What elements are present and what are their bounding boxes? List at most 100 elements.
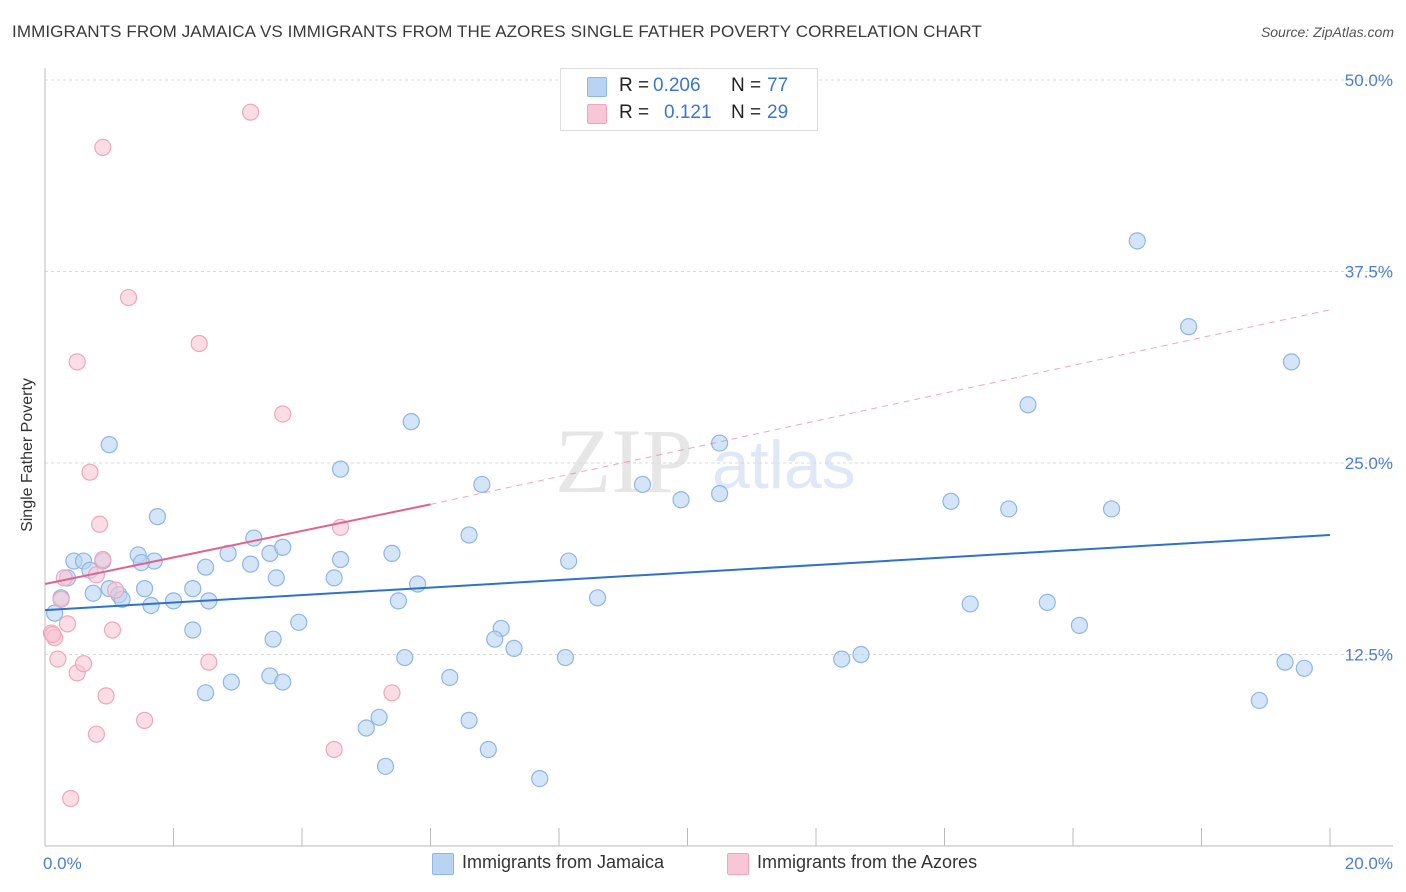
jamaica-point — [242, 555, 260, 573]
legend-r-label: R = — [619, 75, 650, 96]
jamaica-point — [1038, 593, 1056, 612]
legend-label-azores: Immigrants from the Azores — [757, 852, 978, 872]
jamaica-point — [1282, 353, 1301, 371]
jamaica-point — [197, 684, 215, 702]
jamaica-point — [331, 460, 350, 478]
axes — [44, 68, 1393, 847]
legend-n-label: N = — [731, 102, 762, 123]
jamaica-point — [184, 621, 202, 639]
legend-r-value: 0.121 — [664, 102, 712, 123]
jamaica-point — [441, 668, 459, 687]
x-tick-label: 20.0% — [1345, 854, 1393, 873]
jamaica-point — [560, 552, 578, 570]
jamaica-point — [672, 491, 690, 509]
jamaica-point — [1295, 659, 1313, 677]
legend-n-value: 29 — [767, 102, 789, 123]
jamaica-point — [531, 769, 549, 788]
azores-trend-line — [44, 503, 431, 586]
trend-lines — [44, 309, 1331, 612]
legend-n-label: N = — [731, 75, 762, 96]
jamaica-point — [164, 592, 183, 610]
correlation-legend: R = 0.206 N = 77 R = 0.121 N = 29 — [560, 68, 818, 131]
legend-n-value: 77 — [767, 75, 789, 96]
jamaica-point — [1102, 500, 1121, 518]
jamaica-point — [556, 648, 575, 667]
azores-point — [68, 353, 86, 371]
source-credit: Source: ZipAtlas.com — [1260, 24, 1394, 40]
jamaica-point — [402, 413, 420, 431]
jamaica-point — [588, 589, 607, 607]
azores-point — [119, 288, 138, 307]
watermark-zip: ZIP — [555, 410, 693, 512]
azores-point — [274, 405, 292, 423]
jamaica-point — [1180, 318, 1198, 336]
jamaica-point — [1000, 500, 1018, 518]
jamaica-point — [148, 508, 167, 526]
jamaica-point — [245, 529, 263, 547]
jamaica-point — [370, 708, 388, 726]
jamaica-point — [852, 645, 870, 664]
jamaica-point — [1070, 616, 1089, 634]
azores-point — [74, 655, 93, 673]
jamaica-point — [383, 544, 401, 562]
jamaica-point — [222, 673, 240, 691]
legend-label-jamaica: Immigrants from Jamaica — [462, 852, 665, 872]
jamaica-point — [396, 648, 414, 667]
jamaica-point — [197, 558, 215, 576]
jamaica-point — [184, 580, 202, 598]
jamaica-point — [460, 711, 478, 729]
jamaica-point — [264, 630, 282, 648]
y-tick-label: 50.0% — [1345, 71, 1393, 90]
y-tick-label: 37.5% — [1345, 263, 1393, 282]
azores-point — [91, 515, 109, 533]
azores-point — [242, 103, 260, 121]
azores-point — [135, 711, 154, 729]
azores-point — [190, 334, 208, 353]
jamaica-point — [1019, 396, 1037, 414]
azores-point — [62, 789, 80, 808]
azores-point — [383, 684, 401, 702]
jamaica-point — [331, 550, 350, 569]
x-tick-label: 0.0% — [43, 854, 82, 873]
jamaica-point — [389, 592, 407, 610]
azores-point — [58, 615, 77, 633]
jamaica-point — [135, 580, 154, 598]
azores-point — [49, 650, 67, 668]
azores-point — [81, 463, 99, 481]
azores-point — [103, 621, 122, 639]
jamaica-point — [486, 630, 504, 648]
jamaica-point — [833, 650, 851, 668]
jamaica-point — [505, 639, 523, 657]
azores-point — [94, 138, 112, 157]
legend-swatch-pink — [587, 104, 607, 124]
watermark: ZIP atlas — [555, 410, 856, 512]
jamaica-point — [267, 569, 285, 587]
tick-labels: 12.5% 25.0% 37.5% 50.0% 0.0% 20.0% — [43, 71, 1393, 873]
jamaica-point — [1250, 691, 1268, 710]
azores-point — [325, 740, 343, 759]
jamaica-point — [274, 538, 292, 556]
jamaica-point — [479, 740, 497, 759]
jamaica-point — [942, 492, 960, 510]
jamaica-point — [357, 719, 375, 737]
jamaica-point — [460, 526, 478, 544]
jamaica-point — [473, 475, 491, 494]
legend-swatch-blue — [432, 853, 454, 875]
azores-point — [94, 550, 112, 569]
azores-point — [97, 687, 115, 705]
azores-point — [200, 653, 218, 671]
legend-swatch-blue — [587, 77, 607, 97]
jamaica-point — [290, 613, 308, 631]
legend-r-label: R = — [619, 102, 650, 123]
azores-point — [44, 625, 62, 644]
jamaica-point — [325, 569, 343, 587]
y-tick-label: 12.5% — [1345, 646, 1393, 665]
jamaica-point — [1128, 232, 1146, 250]
jamaica-trend-line — [44, 534, 1331, 612]
jamaica-point — [1276, 653, 1294, 671]
legend-r-value: 0.206 — [653, 75, 701, 96]
data-points — [42, 103, 1313, 808]
legend-swatch-pink — [727, 853, 749, 875]
jamaica-point — [633, 475, 652, 494]
